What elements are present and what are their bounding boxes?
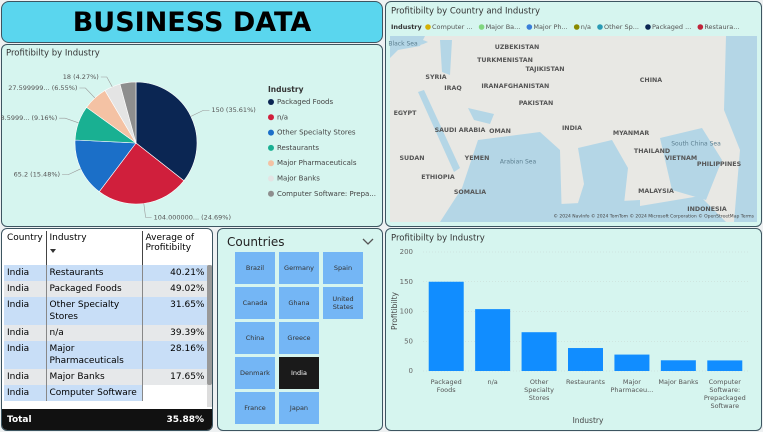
total-value: 35.88%	[166, 415, 205, 425]
x-tick-label: Other Specialty Stores	[524, 378, 554, 402]
slicer-title: Countries	[227, 235, 285, 249]
table-cell: India	[4, 265, 47, 281]
header-row: Country Industry Average of Profitibilty	[4, 231, 208, 265]
table-row: India Packaged Foods 49.02%	[4, 281, 208, 297]
table-cell: India	[4, 281, 47, 297]
table: Country Industry Average of Profitibilty In…	[4, 231, 208, 409]
table-cell: Other Specialty Stores	[46, 297, 143, 325]
table-cell: India	[4, 341, 47, 369]
table-panel: Country Industry Average of Profitibilty In…	[1, 228, 213, 431]
slicer-item[interactable]: United States	[323, 287, 363, 319]
slicer-item[interactable]: France	[235, 392, 275, 424]
table-cell: Packaged Foods	[46, 281, 143, 297]
slicer-item[interactable]: Denmark	[235, 357, 275, 389]
slicer-panel: Countries Brazil Germany Spain Canada Ghana U…	[217, 228, 383, 431]
sort-arrow	[49, 249, 56, 253]
table-cell: India	[4, 385, 47, 401]
header: BUSINESS DATA	[1, 1, 383, 43]
slicer-item[interactable]: Spain	[323, 252, 363, 284]
table-cell: India	[4, 297, 47, 325]
table-row: India Other Specialty Stores 31.65%	[4, 297, 208, 325]
table-cell: India	[4, 369, 47, 385]
table-cell: Major Banks	[46, 369, 143, 385]
map-panel	[385, 1, 762, 227]
table-row: India n/a 39.39%	[4, 325, 208, 341]
x-tick-label: Computer Software: Prepackaged Software	[703, 378, 746, 410]
table-cell: Computer Software	[46, 385, 143, 401]
chevron-icon[interactable]	[362, 238, 374, 245]
total-row: Total 35.88%	[2, 409, 212, 430]
slicer-item[interactable]: Greece	[279, 322, 319, 354]
scrollbar[interactable]	[207, 265, 212, 407]
table-cell: 39.39%	[142, 325, 208, 341]
pie-panel	[1, 44, 383, 227]
slicer-item[interactable]: Brazil	[235, 252, 275, 284]
x-tick-label: n/a	[487, 378, 498, 386]
table-row: India Major Banks 17.65%	[4, 369, 208, 385]
x-tick-label: Major Banks	[658, 378, 699, 386]
data-table: Country Industry Average of Profitibilty In…	[4, 231, 208, 401]
table-cell: n/a	[46, 325, 143, 341]
column-header[interactable]: Industry	[46, 231, 143, 265]
table-row: India Major Pharmaceuticals 28.16%	[4, 341, 208, 369]
slicer-item[interactable]: Japan	[279, 392, 319, 424]
x-tick-label: Major Pharmaceu...	[610, 378, 654, 394]
slicer-item[interactable]: Canada	[235, 287, 275, 319]
table-cell: 17.65%	[142, 369, 208, 385]
slicer-item[interactable]: Ghana	[279, 287, 319, 319]
chevron[interactable]	[362, 238, 374, 246]
table-cell: 40.21%	[142, 265, 208, 281]
table-cell: 28.16%	[142, 341, 208, 369]
slicer-item[interactable]: Germany	[279, 252, 319, 284]
table-cell: 49.02%	[142, 281, 208, 297]
slicer-item[interactable]: China	[235, 322, 275, 354]
x-tick-label: Packaged Foods	[430, 378, 462, 394]
header-title: BUSINESS DATA	[72, 7, 312, 38]
table-row: India Restaurants 40.21%	[4, 265, 208, 281]
table-cell: Major Pharmaceuticals	[46, 341, 143, 369]
slicer-item[interactable]: India	[279, 357, 319, 389]
table-cell: 31.65%	[142, 297, 208, 325]
total-label: Total	[7, 415, 32, 425]
table-row: India Computer Software	[4, 385, 208, 401]
column-header[interactable]: Average of Profitibilty	[142, 231, 208, 265]
column-header[interactable]: Country	[4, 231, 47, 265]
table-cell: Restaurants	[46, 265, 143, 281]
table-cell: India	[4, 325, 47, 341]
x-tick-label: Restaurants	[566, 378, 605, 386]
scroll-thumb[interactable]	[207, 265, 212, 385]
